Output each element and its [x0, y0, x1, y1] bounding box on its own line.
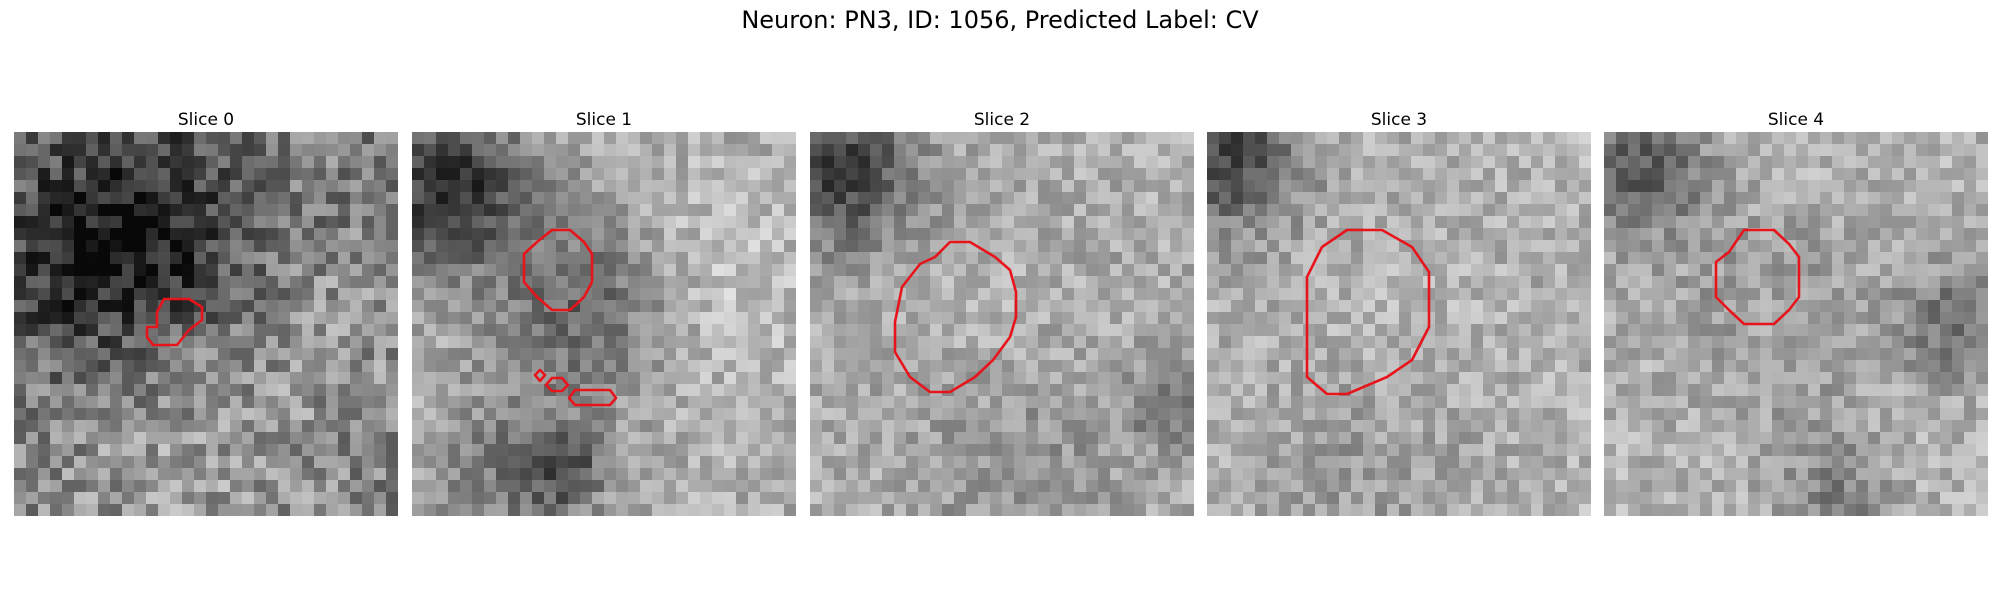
slice-image-3	[1207, 132, 1591, 516]
slice-pixels-3	[1207, 132, 1591, 516]
slice-panel-0: Slice 0	[14, 108, 398, 516]
slice-title-2: Slice 2	[973, 110, 1031, 130]
slice-panel-2: Slice 2	[810, 108, 1194, 516]
segmentation-contour-1-3	[567, 388, 618, 407]
slice-title-3: Slice 3	[1370, 110, 1428, 130]
slice-image-0	[14, 132, 398, 516]
slice-panel-4: Slice 4	[1604, 108, 1988, 516]
slice-pixels-0	[14, 132, 398, 516]
slice-panel-3: Slice 3	[1207, 108, 1591, 516]
segmentation-contour-1-1	[533, 368, 547, 383]
slice-title-1: Slice 1	[575, 110, 633, 130]
slice-image-2	[810, 132, 1194, 516]
slice-image-4	[1604, 132, 1988, 516]
segmentation-contour-1-0	[522, 228, 594, 312]
slice-title-0: Slice 0	[177, 110, 235, 130]
slice-pixels-4	[1604, 132, 1988, 516]
slice-panel-1: Slice 1	[412, 108, 796, 516]
slice-pixels-1	[412, 132, 796, 516]
slice-pixels-2	[810, 132, 1194, 516]
segmentation-contour-4-0	[1714, 228, 1801, 326]
slice-title-4: Slice 4	[1767, 110, 1825, 130]
figure-title: Neuron: PN3, ID: 1056, Predicted Label: …	[741, 6, 1259, 34]
segmentation-contour-1-2	[544, 376, 570, 393]
slice-image-1	[412, 132, 796, 516]
segmentation-contour-0-0	[145, 297, 204, 347]
segmentation-contour-3-0	[1305, 228, 1431, 396]
segmentation-contour-2-0	[893, 240, 1018, 394]
